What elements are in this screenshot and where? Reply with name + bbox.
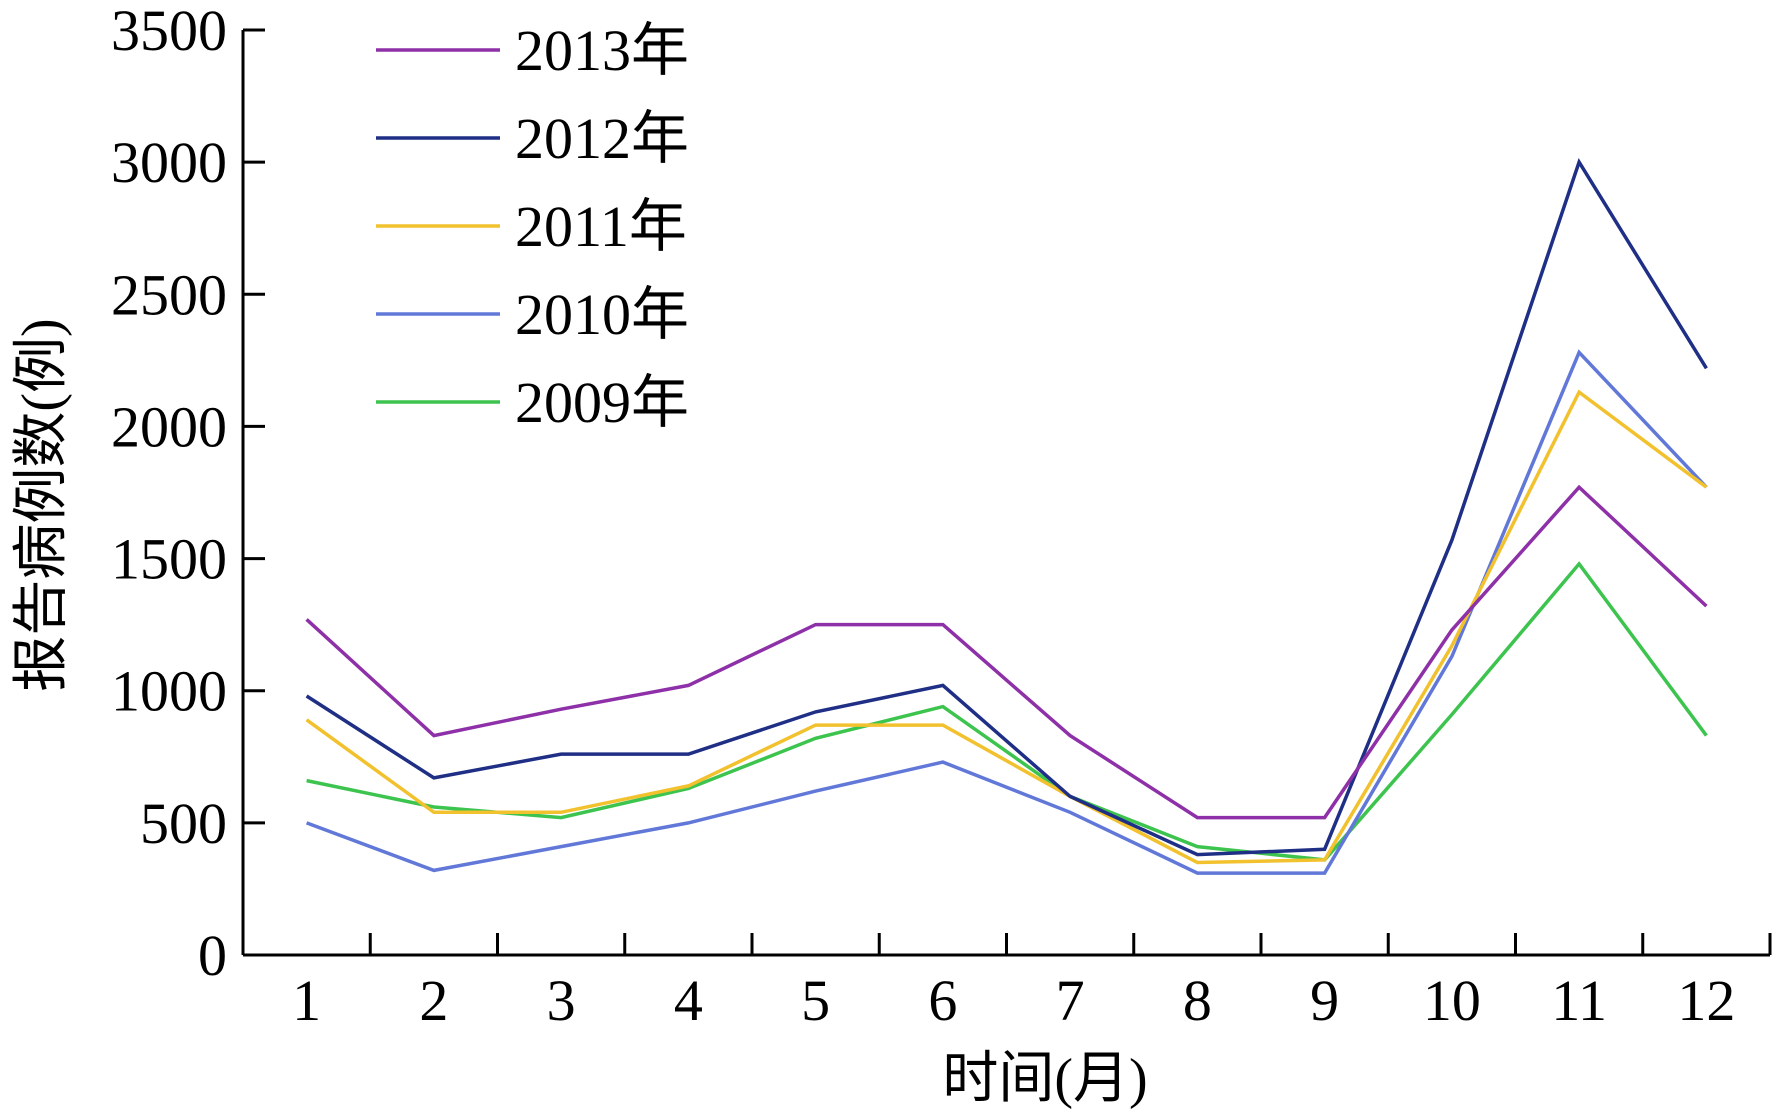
x-tick-label: 9 bbox=[1310, 968, 1339, 1033]
series-line-2013年 bbox=[305, 484, 1708, 820]
x-tick-label: 2 bbox=[419, 968, 448, 1033]
x-tick-label: 8 bbox=[1183, 968, 1212, 1033]
x-tick-label: 5 bbox=[801, 968, 830, 1033]
x-tick-label: 12 bbox=[1677, 968, 1735, 1033]
legend-label: 2012年 bbox=[515, 106, 689, 171]
series-line-2011年 bbox=[305, 389, 1708, 865]
x-tick-label: 7 bbox=[1056, 968, 1085, 1033]
x-tick-label: 6 bbox=[928, 968, 957, 1033]
y-tick-label: 3000 bbox=[111, 130, 227, 195]
x-tick-label: 3 bbox=[547, 968, 576, 1033]
y-tick-label: 2500 bbox=[111, 262, 227, 327]
x-tick-label: 1 bbox=[292, 968, 321, 1033]
y-axis-title: 报告病例数(例) bbox=[11, 318, 73, 691]
y-tick-label: 1000 bbox=[111, 659, 227, 724]
series-lines bbox=[305, 158, 1708, 875]
y-tick-label: 2000 bbox=[111, 394, 227, 459]
legend-label: 2013年 bbox=[515, 18, 689, 83]
x-tick-label: 4 bbox=[674, 968, 703, 1033]
legend-label: 2009年 bbox=[515, 370, 689, 435]
y-tick-label: 0 bbox=[198, 923, 227, 988]
series-line-2012年 bbox=[305, 158, 1708, 857]
y-tick-label: 3500 bbox=[111, 0, 227, 63]
x-tick-label: 10 bbox=[1423, 968, 1481, 1033]
y-tick-label: 1500 bbox=[111, 527, 227, 592]
legend-label: 2011年 bbox=[515, 194, 687, 259]
x-tick-label: 11 bbox=[1551, 968, 1607, 1033]
legend-label: 2010年 bbox=[515, 282, 689, 347]
y-tick-label: 500 bbox=[140, 791, 227, 856]
x-axis-title: 时间(月) bbox=[942, 1048, 1147, 1110]
legend: 2013年 2012年 2011年 2010年 2009年 bbox=[376, 18, 689, 435]
series-line-2009年 bbox=[306, 561, 1708, 862]
